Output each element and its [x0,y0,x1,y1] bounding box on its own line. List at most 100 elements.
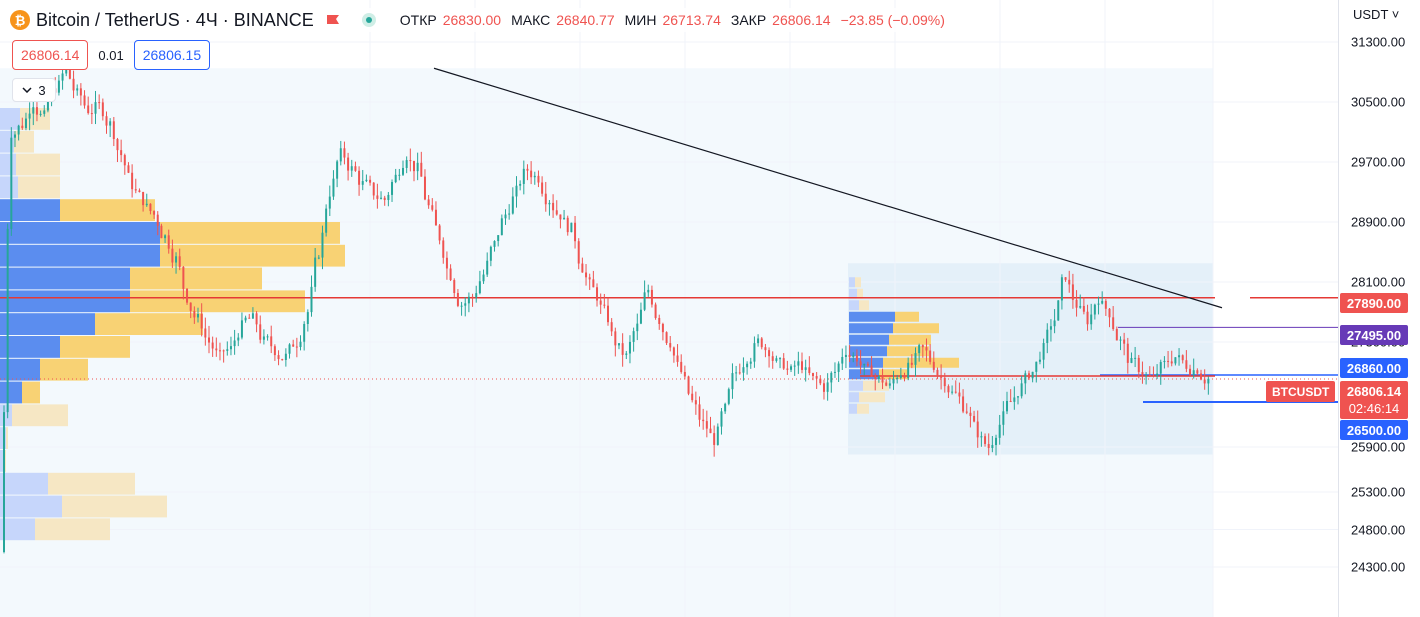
candle-body-132 [486,260,489,275]
candle-body-282 [1035,361,1038,372]
candle-body-161 [592,279,595,288]
candle-body-281 [1031,371,1034,379]
candle-body-89 [328,196,331,209]
sell-button[interactable]: 26806.14 [12,40,89,70]
buy-button[interactable]: 26806.15 [133,40,211,70]
candle-body-224 [822,383,825,392]
candle-body-286 [1049,326,1052,330]
candle-body-42 [156,214,159,226]
candle-body-239 [877,376,880,379]
recent-profile-sell-bar-3 [895,311,919,322]
candle-body-293 [1075,299,1078,308]
candle-body-304 [1115,329,1118,341]
recent-profile-sell-bar-10 [859,392,885,403]
candle-body-141 [519,183,522,186]
candle-body-253 [929,350,932,362]
candle-body-249 [914,353,917,365]
candle-body-306 [1123,339,1126,344]
chart-pane[interactable] [0,0,1338,617]
level-tag-26860[interactable]: 26860.00 [1340,358,1408,378]
candle-body-62 [229,346,232,350]
flag-icon[interactable] [326,14,340,26]
chart-canvas[interactable] [0,0,1338,617]
profile-sell-bar-4 [60,199,155,221]
candle-body-222 [815,376,818,379]
currency-selector[interactable]: USDT ˅ [1353,7,1399,22]
candle-body-26 [98,102,101,104]
candle-body-148 [544,193,547,205]
candle-body-163 [599,300,602,305]
candle-body-228 [837,363,840,372]
price-tick-6: 25900.00 [1351,439,1406,455]
candle-body-102 [376,195,379,199]
candle-body-198 [727,389,730,404]
candle-body-326 [1196,370,1199,374]
symbol-title[interactable]: Bitcoin / TetherUS · 4Ч · BINANCE [36,9,314,30]
candle-body-25 [94,102,97,114]
candle-body-136 [500,218,503,236]
candle-body-270 [991,445,994,449]
indicators-toggle-button[interactable]: 3 [12,78,56,102]
profile-sell-bar-1 [14,130,34,153]
candle-body-80 [295,346,298,348]
recent-profile-sell-bar-5 [889,334,931,345]
candle-body-107 [394,174,397,183]
candle-body-165 [607,305,609,323]
level-tag-27890[interactable]: 27890.00 [1340,293,1408,313]
candle-body-142 [522,168,525,184]
candle-body-90 [332,178,335,197]
candle-body-230 [844,354,847,357]
candle-body-297 [1090,314,1093,325]
candle-body-254 [932,361,935,370]
currency-label: USDT [1353,7,1389,22]
candle-body-289 [1060,277,1063,301]
candle-body-112 [412,160,415,172]
candle-body-208 [764,347,767,351]
profile-buy-bar-9 [0,313,95,335]
candle-body-202 [742,367,745,373]
candle-body-204 [749,361,752,364]
price-tick-9: 24300.00 [1351,559,1406,575]
symbol-legend: ₿ Bitcoin / TetherUS · 4Ч · BINANCE ОТКР… [10,8,955,32]
candle-body-139 [511,196,514,214]
candle-body-194 [713,433,716,445]
candle-body-106 [391,182,394,195]
candle-body-268 [984,436,987,444]
candle-body-67 [248,317,251,319]
candle-body-185 [680,361,683,372]
candle-body-234 [859,361,862,366]
candle-body-226 [830,372,833,383]
candle-body-167 [614,331,617,346]
level-tag-26500[interactable]: 26500.00 [1340,420,1408,440]
candle-body-300 [1101,300,1104,304]
candle-body-103 [380,197,383,199]
profile-buy-bar-4 [0,199,60,221]
market-status-icon[interactable] [361,13,376,27]
level-tag-27495[interactable]: 27495.00 [1340,325,1408,345]
profile-buy-bar-12 [0,381,22,404]
candle-body-212 [779,358,782,360]
profile-buy-bar-2 [0,153,16,176]
candle-body-315 [1156,373,1159,376]
candle-body-192 [705,421,708,429]
candle-body-251 [921,345,924,348]
candle-body-269 [987,443,990,449]
candle-body-40 [149,203,152,212]
price-scale[interactable]: USDT ˅ 31300.00 30500.00 29700.00 28900.00 2… [1338,0,1420,617]
profile-sell-bar-9 [95,313,203,335]
candle-body-82 [303,323,306,342]
candle-body-314 [1152,375,1155,377]
candle-body-274 [1006,400,1009,412]
candle-body-179 [658,317,661,324]
candle-body-200 [735,372,738,374]
candle-body-324 [1189,368,1192,376]
candle-body-211 [775,358,778,361]
candle-body-205 [753,343,756,362]
candle-body-313 [1148,374,1151,376]
candle-body-264 [969,412,972,416]
candle-body-213 [782,358,785,369]
candle-body-117 [431,205,434,210]
candle-body-125 [460,305,463,307]
candle-body-155 [570,222,573,233]
candle-body-110 [405,160,408,168]
